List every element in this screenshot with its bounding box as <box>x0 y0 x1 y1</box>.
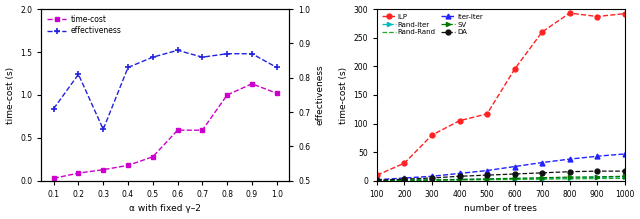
X-axis label: number of trees: number of trees <box>465 205 537 214</box>
DA <box>593 170 601 172</box>
Line: SV: SV <box>375 174 627 183</box>
Line: Rand-Iter: Rand-Iter <box>375 175 627 182</box>
DA <box>621 170 628 172</box>
DA <box>428 177 436 179</box>
Iter-Iter <box>538 161 546 164</box>
effectiveness <box>173 49 181 52</box>
effectiveness <box>248 52 256 55</box>
effectiveness <box>50 107 58 110</box>
Rand-Iter <box>456 178 463 181</box>
Rand-Rand <box>456 179 463 181</box>
Rand-Iter <box>566 177 573 179</box>
Line: ILP: ILP <box>374 11 627 178</box>
effectiveness <box>124 66 132 69</box>
Iter-Iter <box>456 172 463 175</box>
SV <box>401 179 408 182</box>
Rand-Iter <box>511 178 518 180</box>
Iter-Iter <box>593 155 601 157</box>
ILP <box>456 119 463 122</box>
Rand-Iter <box>428 178 436 181</box>
time-cost <box>149 155 157 158</box>
time-cost <box>99 168 107 171</box>
effectiveness <box>223 52 231 55</box>
Legend: time-cost, effectiveness: time-cost, effectiveness <box>45 13 124 38</box>
time-cost <box>223 94 231 96</box>
Rand-Iter <box>401 179 408 181</box>
DA <box>456 175 463 178</box>
Line: Rand-Rand: Rand-Rand <box>377 178 625 181</box>
ILP <box>566 12 573 14</box>
Rand-Iter <box>538 177 546 180</box>
Line: DA: DA <box>374 169 627 183</box>
X-axis label: α with fixed γ–2: α with fixed γ–2 <box>129 205 201 214</box>
effectiveness <box>99 128 107 131</box>
time-cost <box>124 164 132 167</box>
Iter-Iter <box>621 153 628 155</box>
time-cost <box>273 92 280 95</box>
SV <box>373 179 381 182</box>
Legend: ILP, Rand-Iter, Rand-Rand, Iter-Iter, SV, DA: ILP, Rand-Iter, Rand-Rand, Iter-Iter, SV… <box>380 12 484 37</box>
Rand-Iter <box>593 176 601 179</box>
Iter-Iter <box>483 169 491 172</box>
Rand-Rand <box>428 179 436 182</box>
time-cost <box>173 129 181 131</box>
SV <box>593 176 601 178</box>
time-cost <box>198 129 206 131</box>
SV <box>483 178 491 180</box>
Line: Iter-Iter: Iter-Iter <box>374 152 627 182</box>
time-cost <box>50 177 58 180</box>
Line: time-cost: time-cost <box>51 81 279 181</box>
DA <box>538 171 546 174</box>
ILP <box>483 113 491 115</box>
Y-axis label: effectiveness: effectiveness <box>316 65 325 125</box>
ILP <box>373 174 381 177</box>
SV <box>511 177 518 180</box>
Rand-Rand <box>401 179 408 182</box>
ILP <box>511 68 518 71</box>
ILP <box>401 162 408 164</box>
SV <box>428 179 436 181</box>
effectiveness <box>273 66 280 69</box>
SV <box>538 176 546 179</box>
Rand-Rand <box>593 177 601 180</box>
Rand-Rand <box>566 178 573 180</box>
Rand-Rand <box>373 179 381 182</box>
Iter-Iter <box>373 178 381 181</box>
Iter-Iter <box>428 175 436 178</box>
DA <box>483 174 491 177</box>
ILP <box>428 134 436 136</box>
ILP <box>621 12 628 15</box>
effectiveness <box>198 56 206 58</box>
DA <box>566 170 573 173</box>
Iter-Iter <box>511 165 518 168</box>
ILP <box>538 31 546 33</box>
effectiveness <box>149 56 157 58</box>
SV <box>621 175 628 178</box>
effectiveness <box>75 73 83 76</box>
Y-axis label: time-cost (s): time-cost (s) <box>6 66 15 124</box>
SV <box>456 178 463 181</box>
Rand-Iter <box>483 178 491 180</box>
time-cost <box>75 172 83 175</box>
Y-axis label: time-cost (s): time-cost (s) <box>339 66 348 124</box>
SV <box>566 176 573 178</box>
Rand-Rand <box>511 178 518 181</box>
Line: effectiveness: effectiveness <box>50 47 280 133</box>
DA <box>373 179 381 182</box>
DA <box>401 178 408 180</box>
Iter-Iter <box>566 158 573 160</box>
ILP <box>593 15 601 18</box>
Iter-Iter <box>401 177 408 179</box>
DA <box>511 173 518 175</box>
Rand-Iter <box>373 179 381 182</box>
Rand-Iter <box>621 176 628 178</box>
Rand-Rand <box>483 178 491 181</box>
time-cost <box>248 83 256 85</box>
Rand-Rand <box>538 178 546 180</box>
Rand-Rand <box>621 177 628 180</box>
